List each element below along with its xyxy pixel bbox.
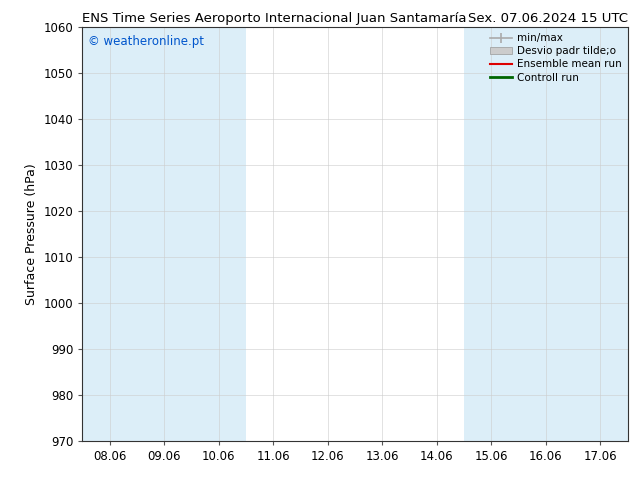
- Legend: min/max, Desvio padr tilde;o, Ensemble mean run, Controll run: min/max, Desvio padr tilde;o, Ensemble m…: [486, 29, 626, 87]
- Y-axis label: Surface Pressure (hPa): Surface Pressure (hPa): [25, 163, 38, 305]
- Bar: [573, 27, 628, 441]
- Text: © weatheronline.pt: © weatheronline.pt: [88, 35, 204, 48]
- Bar: [82, 27, 137, 441]
- Text: ENS Time Series Aeroporto Internacional Juan Santamaría: ENS Time Series Aeroporto Internacional …: [82, 12, 467, 25]
- Text: Sex. 07.06.2024 15 UTC: Sex. 07.06.2024 15 UTC: [468, 12, 628, 25]
- Bar: [519, 27, 573, 441]
- Bar: [464, 27, 519, 441]
- Bar: [191, 27, 246, 441]
- Bar: [137, 27, 191, 441]
